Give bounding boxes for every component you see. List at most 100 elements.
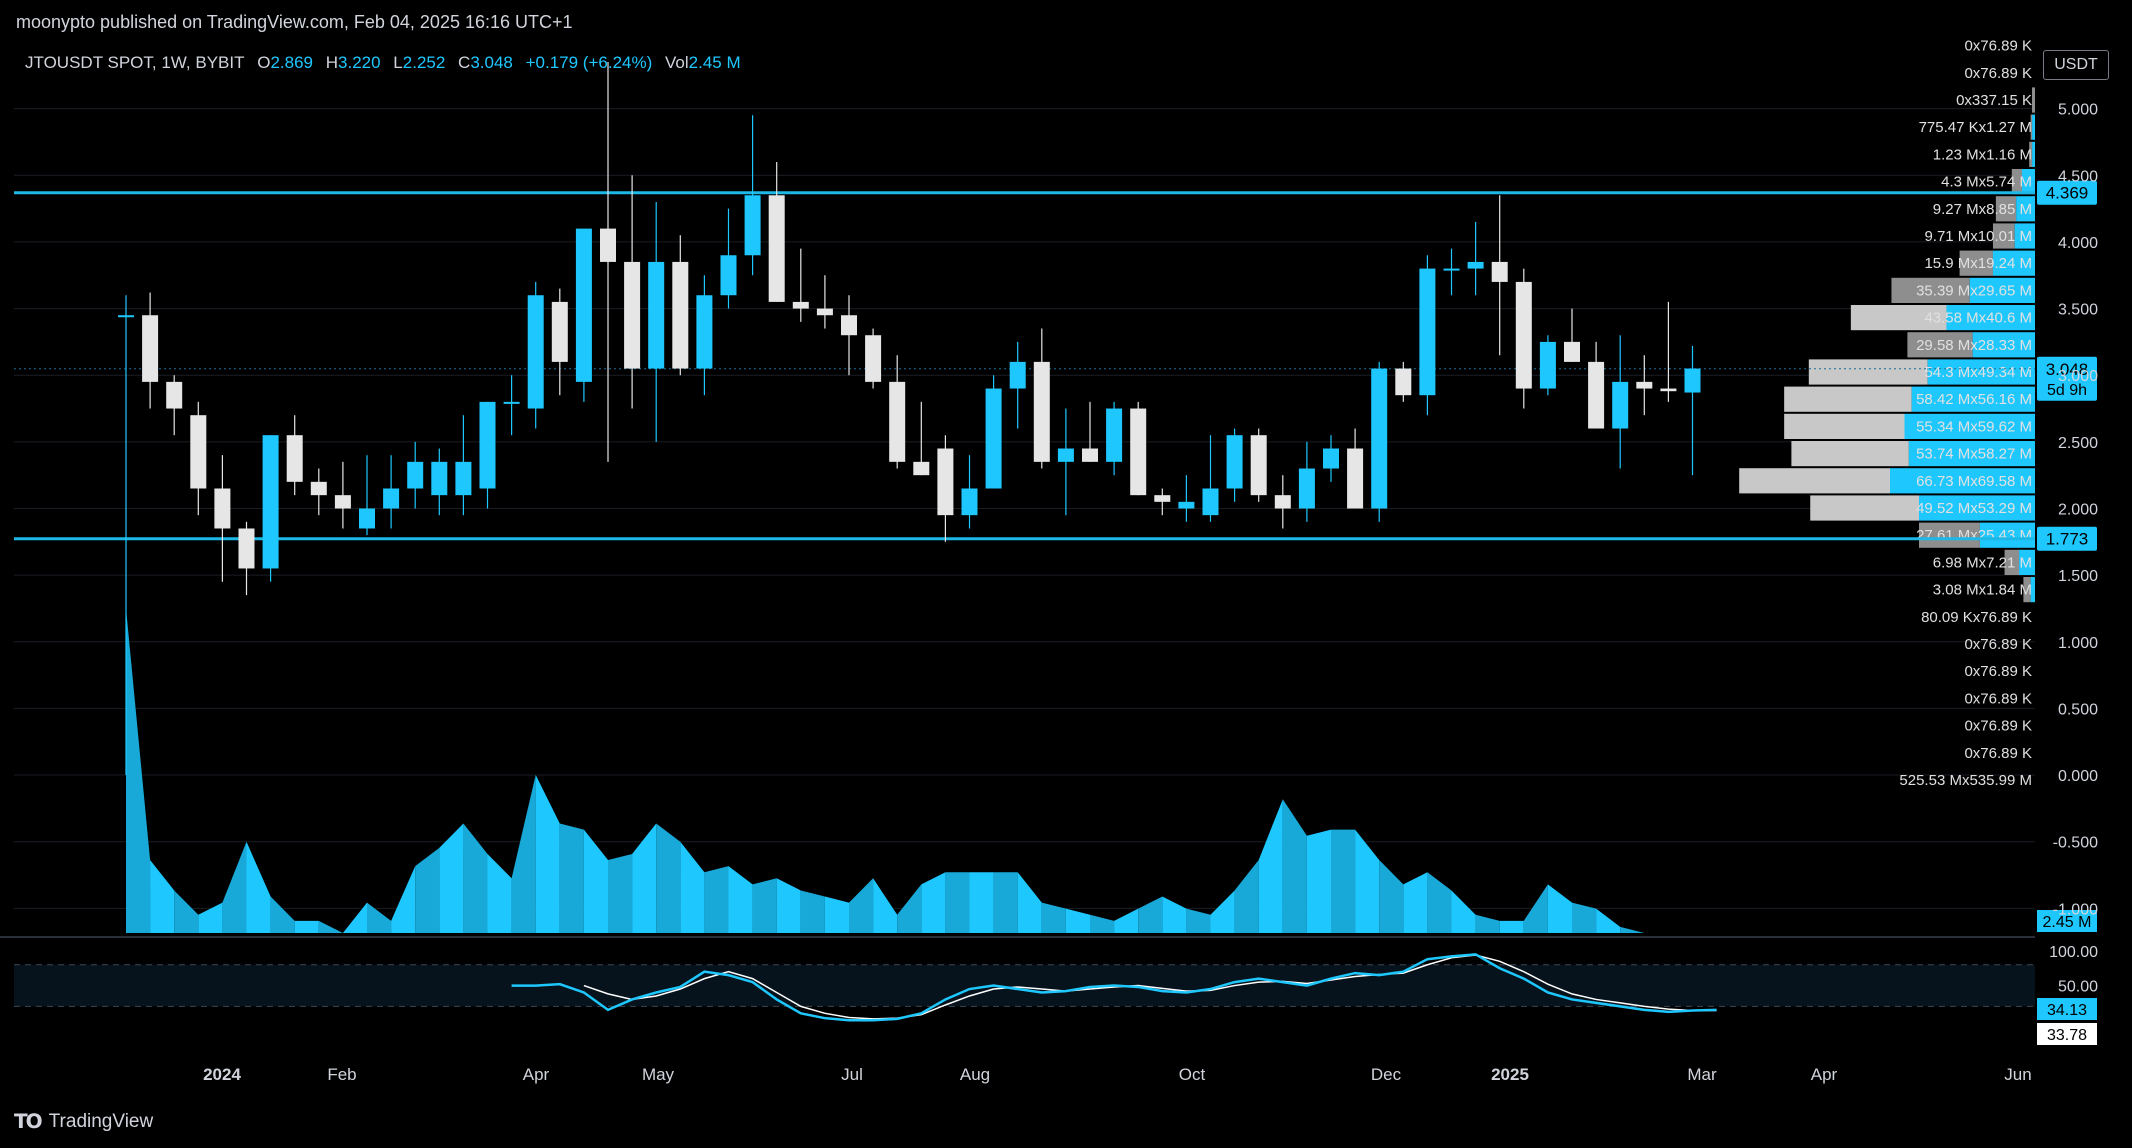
profile-bar-up [2014, 223, 2035, 249]
volume-segment [511, 774, 536, 933]
candle-body [1298, 468, 1315, 509]
tradingview-logo[interactable]: ꓔꓳ TradingView [14, 1109, 153, 1134]
legend-ohlc[interactable]: JTOUSDT SPOT, 1W, BYBIT O2.869 H3.220 L2… [25, 53, 741, 73]
profile-bar-down [2029, 141, 2033, 167]
candle-body [1347, 448, 1364, 509]
candle [286, 415, 303, 496]
profile-bar-down [1791, 441, 1909, 467]
candle [190, 401, 207, 516]
candle-body [841, 315, 857, 336]
candle [142, 292, 159, 409]
candle-body [1371, 368, 1388, 509]
header-bar: moonypto published on TradingView.com, F… [0, 0, 2132, 40]
profile-row-label: 0x76.89 K [1964, 663, 2032, 680]
candle-body [359, 508, 375, 529]
price-tick-label: 3.500 [2058, 302, 2098, 319]
candle [1250, 428, 1267, 502]
time-tick-label: Feb [327, 1065, 356, 1084]
candle-body [1395, 368, 1412, 396]
profile-bar-down [2032, 87, 2035, 113]
volume-segment [391, 866, 416, 933]
candle-body [768, 195, 785, 302]
volume-segment [535, 774, 560, 933]
candle-body [1539, 341, 1556, 389]
candle-body [696, 295, 713, 369]
volume-segment [1355, 829, 1380, 933]
profile-row-label: 54.3 Mx49.34 M [1924, 364, 2032, 381]
candle [1082, 401, 1098, 462]
profile-row-label: 525.53 Mx535.99 M [1899, 772, 2032, 789]
candle [1419, 255, 1436, 416]
time-tick-label: Dec [1371, 1065, 1402, 1084]
profile-bar-down [1784, 386, 1912, 412]
candle-body [624, 261, 641, 369]
time-tick-label: Mar [1687, 1065, 1717, 1084]
candle [383, 455, 400, 529]
profile-bar-up [1946, 305, 2035, 331]
volume-segment [294, 920, 319, 933]
volume-segment [1162, 896, 1187, 933]
candle [672, 235, 689, 376]
price-tick-label: 1.500 [2058, 568, 2098, 585]
volume-segment [608, 853, 633, 933]
profile-bar-up [2021, 169, 2035, 195]
volume-segment [150, 860, 175, 933]
price-tick-label: -0.500 [2053, 835, 2098, 852]
close-label: C [458, 53, 471, 72]
stoch-d-label: 33.78 [2037, 1023, 2097, 1045]
candle [1106, 401, 1123, 476]
profile-row-label: 6.98 Mx7.21 M [1933, 554, 2032, 571]
profile-row-label: 0x76.89 K [1964, 718, 2032, 735]
svg-text:3.048: 3.048 [2046, 360, 2089, 379]
profile-bar-down [1810, 495, 1919, 521]
candle [1226, 428, 1243, 502]
profile-row-label: 0x76.89 K [1964, 745, 2032, 762]
profile-bar-up [2032, 114, 2035, 140]
profile-bar-up [1904, 413, 2035, 439]
candle [961, 455, 978, 529]
profile-bar-up [2030, 577, 2035, 603]
candle [431, 448, 448, 516]
candle-body [551, 301, 568, 362]
candle [1130, 401, 1147, 496]
candle-body [1226, 435, 1243, 489]
symbol-label[interactable]: JTOUSDT SPOT, 1W, BYBIT [25, 53, 245, 72]
volume-segment [1572, 902, 1597, 933]
profile-bar-up [1911, 386, 2035, 412]
candle [407, 441, 424, 509]
candle-body [600, 228, 616, 262]
candle [1515, 268, 1532, 409]
high-value: 3.220 [338, 53, 381, 72]
volume-segment [776, 878, 801, 933]
profile-row-label: 0x76.89 K [1964, 690, 2032, 707]
candle-body [1106, 408, 1123, 462]
volume-segment [1090, 914, 1115, 933]
volume-segment [198, 902, 223, 933]
candle [503, 375, 520, 436]
candle [913, 401, 930, 476]
stoch-d-line [583, 954, 1717, 1020]
candle [310, 468, 327, 516]
profile-row-label: 0x76.89 K [1964, 38, 2032, 55]
profile-bar-up [1908, 441, 2035, 467]
candle [214, 455, 231, 582]
candle-body [383, 488, 400, 509]
volume-histogram: 2.45 M [126, 608, 2097, 933]
volume-segment [1041, 902, 1066, 933]
candle-body [1491, 261, 1508, 282]
currency-button[interactable]: USDT [2043, 50, 2109, 80]
candle [238, 521, 255, 596]
price-axis: 5.000 4.500 4.000 3.500 3.000 2.500 2.000 1.500… [2053, 102, 2098, 919]
volume-segment [126, 608, 151, 933]
candle-body [1612, 381, 1629, 429]
grid [14, 108, 2035, 909]
volume-segment [921, 872, 946, 933]
candle [768, 161, 785, 302]
tradingview-brand-label: TradingView [48, 1110, 154, 1132]
profile-row-label: 49.52 Mx53.29 M [1916, 500, 2032, 517]
candle-body [720, 255, 737, 296]
volume-segment [1523, 884, 1548, 933]
candle [1443, 248, 1460, 296]
profile-bar-up [1969, 277, 2035, 303]
